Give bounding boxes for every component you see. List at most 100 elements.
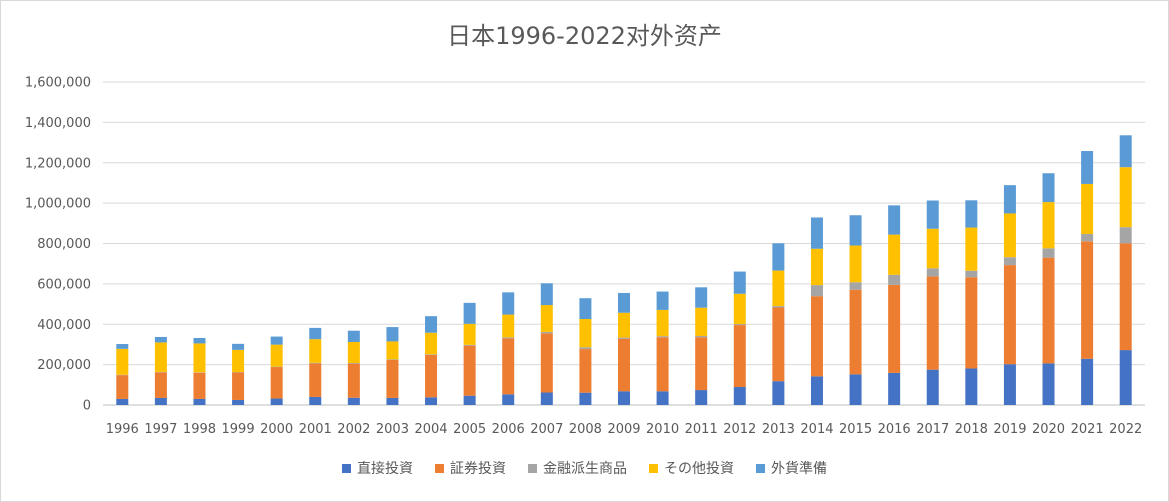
y-tick-label: 1,600,000 bbox=[25, 76, 91, 91]
bar-segment bbox=[463, 344, 476, 346]
bar-segment bbox=[965, 368, 978, 405]
bar-segment bbox=[849, 245, 862, 283]
bar-segment bbox=[888, 234, 901, 275]
bar-segment bbox=[579, 319, 592, 348]
bar-segment bbox=[733, 293, 746, 325]
chart-title: 日本1996-2022对外资产 bbox=[447, 22, 722, 50]
bar-segment bbox=[193, 372, 206, 399]
y-tick-label: 800,000 bbox=[37, 237, 91, 252]
bar-segment bbox=[733, 387, 746, 405]
bar-segment bbox=[386, 397, 399, 405]
bar-segment bbox=[656, 391, 669, 405]
bar-segment bbox=[695, 335, 708, 338]
bar-segment bbox=[232, 349, 245, 373]
bar-segment bbox=[1081, 151, 1094, 184]
bar-segment bbox=[154, 372, 167, 398]
bar-segment bbox=[193, 337, 206, 344]
bar-segment bbox=[618, 292, 630, 313]
bar-segment bbox=[1003, 257, 1016, 266]
x-tick-label: 2015 bbox=[839, 422, 872, 437]
legend-label: その他投資 bbox=[664, 461, 734, 477]
y-tick-label: 200,000 bbox=[37, 358, 91, 373]
bar-segment bbox=[1119, 350, 1132, 405]
bar-segment bbox=[502, 337, 515, 339]
bar-segment bbox=[1081, 183, 1094, 235]
bar-segment bbox=[926, 276, 939, 370]
bar-segment bbox=[425, 397, 438, 405]
x-tick-label: 2017 bbox=[916, 422, 949, 437]
bar-segment bbox=[502, 314, 515, 338]
x-tick-label: 2010 bbox=[646, 422, 679, 437]
bar-segment bbox=[1003, 213, 1016, 258]
y-tick-label: 0 bbox=[83, 399, 91, 414]
bar-segment bbox=[618, 312, 630, 338]
bar-segment bbox=[309, 363, 322, 397]
y-tick-label: 1,000,000 bbox=[25, 197, 91, 212]
bar-segment bbox=[656, 336, 669, 338]
bar-segment bbox=[772, 307, 785, 382]
bar-segment bbox=[309, 396, 322, 405]
bar-segment bbox=[425, 354, 438, 355]
bar-segment bbox=[656, 337, 669, 392]
bar-segment bbox=[540, 333, 553, 393]
bar-segment bbox=[733, 324, 746, 326]
bar-segment bbox=[695, 337, 708, 391]
legend-swatch bbox=[649, 463, 658, 473]
bar-segment bbox=[656, 309, 669, 337]
bar-segment bbox=[347, 363, 360, 398]
bar-segment bbox=[849, 289, 862, 375]
legend-swatch bbox=[756, 463, 765, 473]
x-tick-label: 2009 bbox=[607, 422, 640, 437]
bar-segment bbox=[618, 391, 630, 405]
x-tick-label: 2005 bbox=[453, 422, 486, 437]
bar-segment bbox=[772, 243, 785, 271]
bar-segment bbox=[1042, 202, 1055, 249]
bar-segment bbox=[1042, 248, 1055, 258]
bar-segment bbox=[116, 344, 129, 349]
y-tick-label: 1,200,000 bbox=[25, 156, 91, 171]
bar-segment bbox=[1003, 265, 1016, 365]
bar-segment bbox=[386, 341, 399, 360]
x-axis-ticks: 1996 1997 1998 1999 2000 2001 2002 2003 2004 2005… bbox=[106, 422, 1143, 437]
x-tick-label: 2012 bbox=[723, 422, 756, 437]
legend: 直接投資 証券投資 金融派生商品 その他投資 外貨準備 bbox=[0, 458, 1169, 478]
bar-segment bbox=[309, 339, 322, 363]
x-tick-label: 2008 bbox=[569, 422, 602, 437]
x-tick-label: 2019 bbox=[993, 422, 1026, 437]
bar-segment bbox=[965, 227, 978, 271]
bar-segment bbox=[579, 347, 592, 350]
bar-segment bbox=[1081, 234, 1094, 242]
bar-segment bbox=[154, 342, 167, 372]
bar-segment bbox=[1003, 185, 1016, 214]
bar-segment bbox=[1119, 135, 1132, 168]
bar-segment bbox=[579, 349, 592, 393]
bars bbox=[116, 135, 1132, 405]
bar-segment bbox=[695, 307, 708, 336]
bar-segment bbox=[888, 284, 901, 373]
bar-segment bbox=[579, 298, 592, 320]
bar-segment bbox=[1042, 363, 1055, 405]
bar-segment bbox=[502, 338, 515, 395]
bar-segment bbox=[888, 274, 901, 285]
bar-segment bbox=[772, 306, 785, 308]
legend-label: 外貨準備 bbox=[771, 461, 827, 477]
legend-label: 直接投資 bbox=[357, 461, 413, 477]
bar-segment bbox=[926, 369, 939, 405]
y-tick-label: 1,400,000 bbox=[25, 116, 91, 131]
bar-segment bbox=[772, 270, 785, 307]
bar-segment bbox=[618, 338, 630, 392]
legend-swatch bbox=[342, 463, 351, 473]
legend-item: 外貨準備 bbox=[756, 458, 827, 478]
x-tick-label: 2018 bbox=[955, 422, 988, 437]
bar-segment bbox=[193, 343, 206, 373]
bar-segment bbox=[772, 381, 785, 405]
bar-segment bbox=[425, 332, 438, 355]
bar-segment bbox=[463, 302, 476, 324]
bar-segment bbox=[849, 215, 862, 246]
bar-segment bbox=[270, 336, 283, 345]
y-tick-label: 400,000 bbox=[37, 318, 91, 333]
x-tick-label: 1998 bbox=[183, 422, 216, 437]
bar-segment bbox=[926, 268, 939, 277]
bar-segment bbox=[463, 323, 476, 345]
bar-segment bbox=[425, 316, 438, 333]
